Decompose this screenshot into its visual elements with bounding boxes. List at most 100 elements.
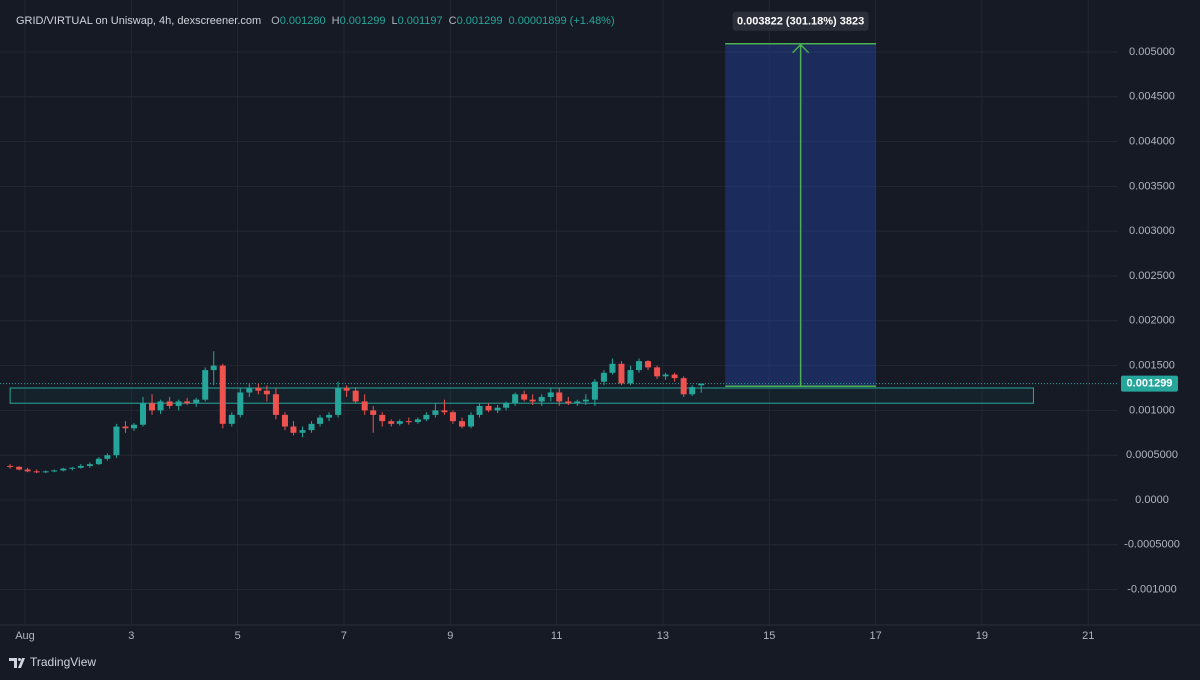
candle-body (352, 390, 359, 402)
tradingview-logo: TradingView (9, 655, 96, 669)
candle-body (255, 387, 262, 391)
candle-body (529, 399, 536, 402)
candle-body (662, 374, 669, 377)
candle-body (512, 394, 519, 404)
candle-body (565, 401, 572, 404)
candle-body (521, 394, 528, 400)
candle-body (574, 401, 581, 404)
ohlc-value: 0.001197 (398, 15, 443, 27)
candle-body (246, 387, 253, 393)
candle-body (335, 387, 342, 415)
candle-body (202, 370, 209, 400)
x-tick-label: 15 (763, 630, 775, 642)
candle-body (77, 465, 84, 468)
candle-body (343, 387, 350, 391)
candle-body (503, 403, 510, 408)
candle-body (51, 470, 58, 472)
measure-arrowhead (792, 43, 810, 54)
candle-body (157, 401, 164, 411)
ohlc-value: 0.001280 (280, 15, 326, 27)
candle-body (149, 403, 156, 411)
candle-body (494, 407, 501, 411)
candle-body (228, 414, 235, 424)
measure-label-box (732, 11, 869, 31)
candle-body (627, 370, 634, 384)
candle-body (582, 399, 589, 402)
candle-body (263, 390, 270, 395)
candle-body (423, 414, 430, 420)
x-tick-label: 9 (447, 630, 453, 642)
y-tick-label: 0.0005000 (1126, 449, 1178, 461)
candle-body (556, 392, 563, 402)
candle-body (104, 455, 111, 459)
candle-body (95, 458, 102, 465)
y-tick-label: 0.003500 (1129, 180, 1175, 192)
last-price-label: 0.001299 (1127, 378, 1173, 390)
candle-body (122, 426, 129, 429)
candle-body (405, 421, 412, 423)
y-tick-label: 0.005000 (1129, 46, 1175, 58)
candle-body (361, 401, 368, 411)
candle-body (317, 417, 324, 424)
change: 0.00001899 (+1.48%) (509, 15, 615, 27)
candle-body (388, 421, 395, 424)
candle-body (636, 361, 643, 371)
y-tick-label: 0.002500 (1129, 270, 1175, 282)
legend-header: GRID/VIRTUAL on Uniswap, 4h, dexscreener… (16, 15, 615, 27)
candle-body (140, 403, 147, 425)
candle-body (210, 365, 217, 371)
y-tick-label: 0.004000 (1129, 135, 1175, 147)
ohlc-label: C (449, 15, 457, 27)
candle-body (698, 383, 705, 386)
candle-body (60, 468, 67, 471)
y-tick-label: 0.002000 (1129, 315, 1175, 327)
measure-label: 0.003822 (301.18%) 3823 (737, 16, 864, 28)
candle-body (308, 423, 315, 431)
x-tick-label: 11 (551, 630, 562, 642)
candle-body (184, 401, 191, 404)
chart-title: GRID/VIRTUAL on Uniswap, 4h, dexscreener… (16, 15, 261, 27)
x-tick-label: 21 (1082, 630, 1094, 642)
candle-body (618, 363, 625, 384)
y-tick-label: -0.0005000 (1124, 539, 1180, 551)
candle-body (272, 394, 279, 415)
ohlc-label: O (271, 15, 280, 27)
candle-body (449, 412, 456, 422)
candle-body (193, 399, 200, 404)
candle-body (219, 365, 226, 424)
ohlc-label: H (332, 15, 340, 27)
candle-body (7, 465, 14, 467)
candle-body (113, 426, 120, 456)
candle-body (24, 469, 31, 472)
candle-body (414, 419, 421, 423)
x-tick-label: 17 (869, 630, 881, 642)
candle-body (379, 414, 386, 422)
x-tick-label: 7 (341, 630, 347, 642)
y-tick-label: 0.004500 (1129, 91, 1175, 103)
candle-body (299, 430, 306, 433)
candle-body (538, 396, 545, 402)
candle-body (671, 374, 678, 379)
candle-body (654, 367, 661, 377)
candle-body (609, 363, 616, 373)
marks (0, 42, 1118, 474)
candle-body (370, 410, 377, 415)
ohlc-value: 0.001299 (457, 15, 503, 27)
candle-body (689, 387, 696, 395)
logo-dot (18, 658, 21, 661)
candle-body (166, 401, 173, 406)
candle-body (326, 414, 333, 418)
last-price-tag (1121, 375, 1178, 392)
candle-body (441, 410, 448, 413)
candle-body (16, 466, 23, 470)
ohlc-value: 0.001299 (340, 15, 386, 27)
candle-body (130, 424, 137, 429)
x-tick-label: 5 (235, 630, 241, 642)
candle-body (33, 471, 40, 473)
x-tick-label: 3 (128, 630, 134, 642)
candle-body (281, 414, 288, 427)
y-tick-label: 0.003000 (1129, 225, 1175, 237)
logo-icon (9, 658, 25, 668)
